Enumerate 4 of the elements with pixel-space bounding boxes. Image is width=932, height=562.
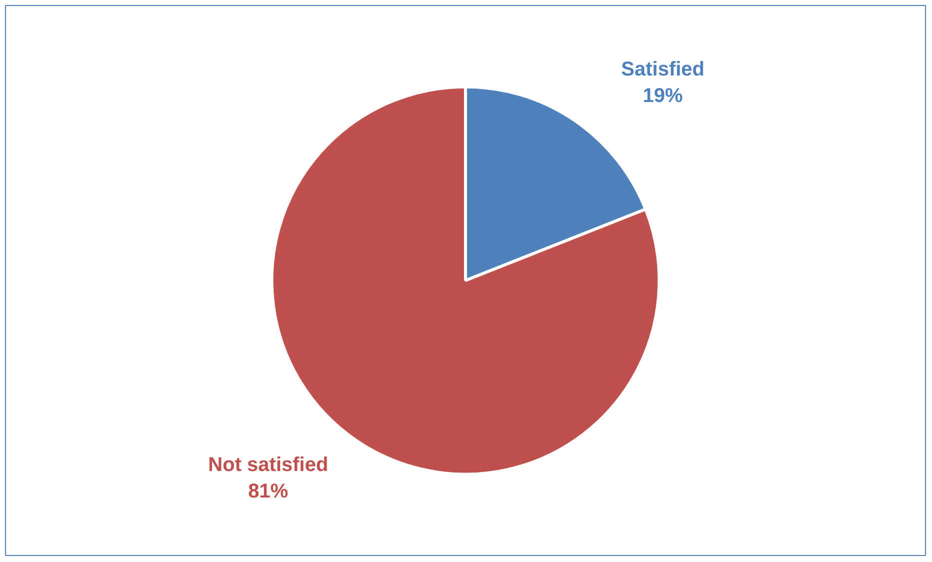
data-label: 19% <box>642 84 684 107</box>
data-label: 81% <box>248 480 288 502</box>
slice-label: Not satisfied <box>208 454 328 476</box>
slice-label: Satisfied <box>621 58 704 81</box>
